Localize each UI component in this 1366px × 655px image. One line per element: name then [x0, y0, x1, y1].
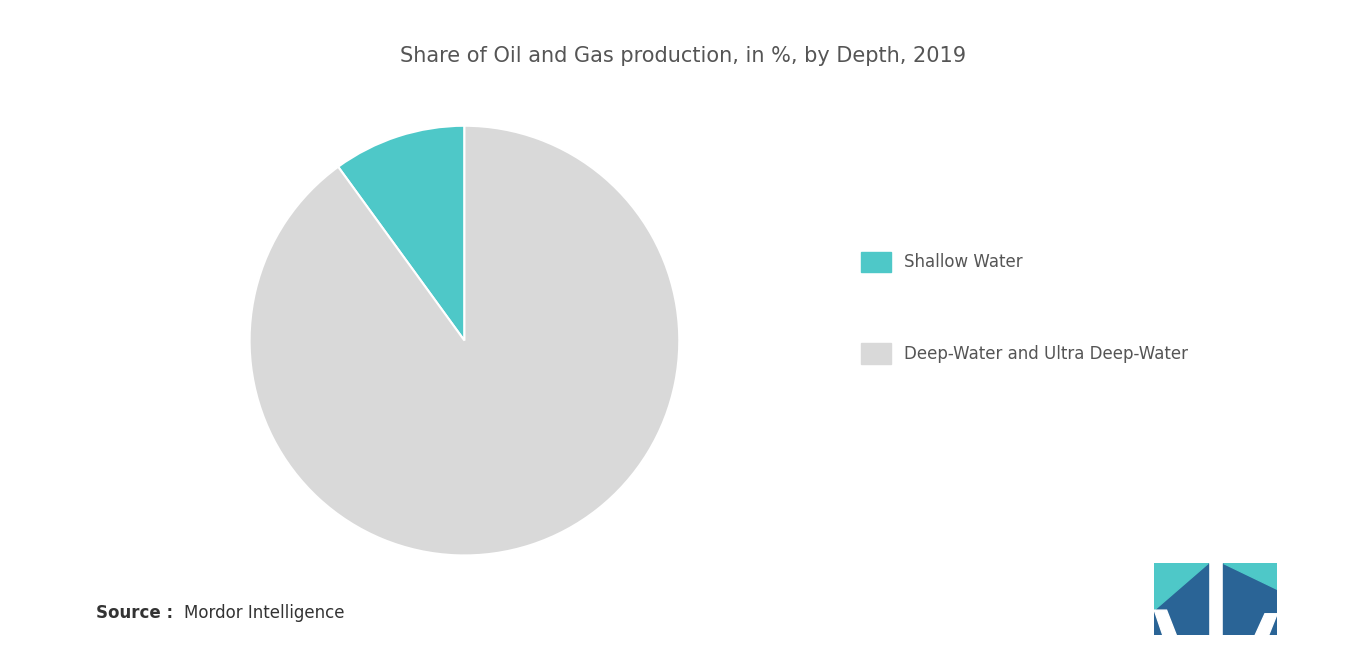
Polygon shape	[1154, 563, 1209, 610]
Polygon shape	[1223, 563, 1277, 635]
Wedge shape	[339, 126, 464, 341]
Text: Share of Oil and Gas production, in %, by Depth, 2019: Share of Oil and Gas production, in %, b…	[400, 46, 966, 66]
Polygon shape	[1154, 563, 1209, 635]
Text: Source :: Source :	[96, 605, 172, 622]
Text: Shallow Water: Shallow Water	[904, 253, 1023, 271]
Wedge shape	[250, 126, 679, 555]
Text: Mordor Intelligence: Mordor Intelligence	[184, 605, 344, 622]
Polygon shape	[1255, 614, 1277, 635]
Text: Deep-Water and Ultra Deep-Water: Deep-Water and Ultra Deep-Water	[904, 345, 1188, 363]
Polygon shape	[1223, 563, 1277, 588]
Polygon shape	[1154, 610, 1176, 635]
